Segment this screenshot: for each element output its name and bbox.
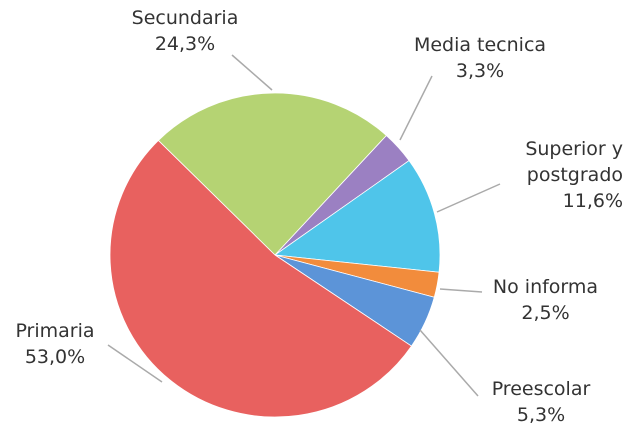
leader-line xyxy=(419,329,479,397)
category-name: Superior y postgrado xyxy=(525,138,623,186)
category-name: Secundaria xyxy=(131,7,239,29)
value-label: 53,0% xyxy=(24,346,86,368)
leader-line xyxy=(107,344,163,383)
pie-slice xyxy=(109,139,413,418)
pie-slice xyxy=(157,92,388,256)
value-label: 2,5% xyxy=(521,302,570,324)
leader-line xyxy=(436,183,501,213)
category-name: Primaria xyxy=(15,320,95,342)
slice-label: Preescolar 5,3% xyxy=(476,376,606,428)
leader-line xyxy=(231,54,273,91)
slice-label: No informa 2,5% xyxy=(478,274,613,326)
value-label: 3,3% xyxy=(455,60,505,82)
category-name: Media tecnica xyxy=(413,34,547,56)
slice-label: Media tecnica 3,3% xyxy=(395,32,565,84)
category-name: Preescolar xyxy=(491,378,591,400)
value-label: 5,3% xyxy=(516,404,566,426)
category-name: No informa xyxy=(492,276,599,298)
slice-label: Secundaria 24,3% xyxy=(105,5,265,57)
pie-slice xyxy=(273,160,441,273)
slice-label: Primaria 53,0% xyxy=(0,318,110,370)
leader-line xyxy=(399,75,433,141)
value-label: 24,3% xyxy=(154,33,216,55)
value-label: 11,6% xyxy=(562,190,623,212)
slice-label: Superior y postgrado 11,6% xyxy=(505,136,623,214)
leader-line xyxy=(439,288,483,293)
